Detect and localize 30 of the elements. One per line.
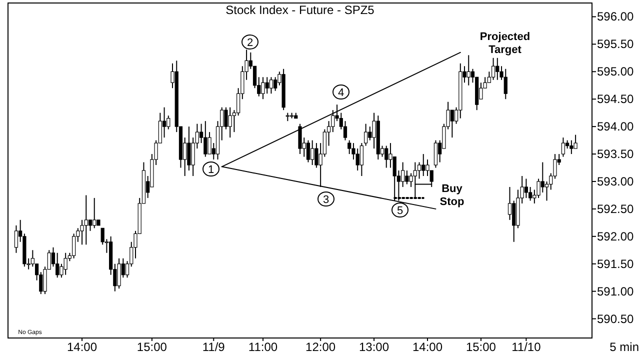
chart-title: Stock Index - Future - SPZ5 xyxy=(226,3,375,17)
x-tick-label: 12:00 xyxy=(306,340,336,354)
x-tick-label: 11:00 xyxy=(248,340,278,354)
y-tick-label: 593.50 xyxy=(597,147,634,162)
x-tick-label: 14:00 xyxy=(412,340,443,354)
y-tick-label: 592.00 xyxy=(597,229,634,244)
annotation: 1 xyxy=(208,164,214,176)
y-tick-label: 594.50 xyxy=(597,92,634,106)
x-tick-label: 15:00 xyxy=(136,340,168,354)
annotation: Projected Target xyxy=(480,31,530,56)
y-tick-label: 596.00 xyxy=(597,10,634,24)
annotation: 4 xyxy=(338,87,344,99)
y-tick-label: 590.50 xyxy=(597,312,634,326)
x-tick-label: 11/9 xyxy=(202,340,226,354)
y-tick-label: 591.00 xyxy=(597,284,634,298)
y-tick-label: 592.50 xyxy=(597,202,634,216)
annotation: 3 xyxy=(322,194,330,206)
annotation: Buy Stop xyxy=(440,183,464,208)
y-tick-label: 591.50 xyxy=(597,256,634,271)
annotation: 2 xyxy=(246,37,254,49)
x-tick-label: 15:00 xyxy=(466,340,496,354)
y-tick-label: 593.00 xyxy=(597,174,634,188)
annotation: 5 xyxy=(396,205,404,217)
y-tick-label: 595.00 xyxy=(597,64,634,79)
x-tick-label: 11/10 xyxy=(512,340,542,354)
x-tick-label: 13:00 xyxy=(359,340,390,354)
x-tick-label: 14:00 xyxy=(67,340,98,354)
y-tick-label: 595.50 xyxy=(597,37,634,52)
x-axis-title: 5 min xyxy=(610,340,639,354)
y-tick-label: 594.00 xyxy=(597,120,634,134)
